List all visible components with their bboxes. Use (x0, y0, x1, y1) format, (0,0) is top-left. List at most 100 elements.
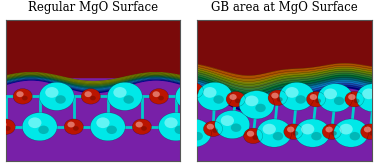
Text: GB area at MgO Surface: GB area at MgO Surface (211, 1, 358, 14)
Circle shape (55, 95, 66, 104)
Circle shape (356, 84, 378, 112)
Circle shape (203, 87, 217, 98)
Circle shape (187, 86, 195, 92)
Circle shape (90, 96, 96, 100)
Circle shape (207, 124, 214, 130)
Circle shape (295, 119, 330, 147)
Circle shape (235, 99, 241, 103)
Circle shape (364, 127, 371, 132)
Circle shape (277, 97, 283, 102)
Circle shape (273, 132, 283, 140)
Circle shape (158, 113, 194, 141)
Circle shape (81, 89, 101, 104)
Circle shape (132, 119, 152, 134)
Circle shape (203, 121, 223, 137)
Circle shape (296, 95, 306, 104)
Circle shape (149, 89, 169, 104)
Circle shape (141, 126, 147, 131)
Circle shape (64, 119, 84, 134)
Circle shape (96, 117, 110, 128)
Circle shape (315, 99, 321, 103)
Circle shape (307, 91, 326, 107)
Circle shape (13, 89, 32, 104)
Circle shape (197, 82, 232, 111)
Circle shape (22, 96, 28, 100)
Circle shape (192, 95, 202, 104)
Circle shape (38, 125, 49, 134)
Circle shape (0, 122, 7, 128)
Circle shape (271, 93, 279, 99)
Circle shape (193, 90, 199, 95)
Circle shape (0, 82, 6, 111)
Circle shape (175, 125, 185, 134)
Circle shape (243, 128, 263, 144)
Circle shape (325, 127, 333, 132)
Circle shape (28, 117, 42, 128)
Circle shape (255, 104, 266, 112)
Circle shape (279, 82, 314, 111)
Circle shape (284, 124, 303, 139)
Circle shape (175, 82, 211, 111)
Circle shape (22, 113, 57, 141)
Circle shape (331, 131, 337, 136)
Circle shape (107, 82, 143, 111)
Circle shape (253, 135, 258, 140)
Circle shape (181, 87, 195, 98)
Circle shape (226, 91, 245, 107)
Circle shape (350, 132, 360, 140)
Circle shape (293, 131, 298, 136)
Circle shape (184, 83, 203, 98)
Circle shape (318, 84, 353, 112)
Circle shape (164, 117, 178, 128)
Circle shape (5, 126, 11, 131)
Circle shape (153, 91, 160, 97)
Circle shape (245, 96, 259, 106)
Circle shape (45, 87, 59, 98)
Circle shape (310, 94, 317, 100)
Circle shape (84, 91, 92, 97)
Circle shape (354, 99, 359, 103)
Circle shape (177, 119, 211, 147)
Circle shape (0, 119, 15, 134)
Circle shape (229, 94, 237, 100)
Circle shape (372, 97, 378, 105)
Circle shape (324, 89, 337, 99)
Text: Regular MgO Surface: Regular MgO Surface (28, 1, 158, 14)
Circle shape (214, 95, 224, 104)
Circle shape (247, 131, 254, 137)
Bar (197, 20, 372, 81)
Circle shape (90, 113, 125, 141)
Circle shape (285, 87, 299, 98)
Circle shape (348, 94, 355, 100)
Circle shape (221, 115, 234, 126)
Circle shape (158, 96, 164, 100)
Circle shape (182, 124, 195, 134)
Circle shape (339, 124, 353, 134)
Circle shape (268, 90, 287, 106)
Circle shape (73, 126, 79, 131)
Circle shape (212, 128, 218, 133)
Circle shape (39, 82, 74, 111)
Circle shape (369, 131, 375, 136)
Circle shape (16, 91, 24, 97)
Circle shape (113, 87, 127, 98)
Circle shape (322, 124, 341, 139)
Circle shape (239, 91, 274, 119)
Circle shape (257, 119, 291, 147)
Circle shape (301, 124, 314, 134)
Circle shape (215, 111, 250, 139)
Circle shape (361, 124, 378, 139)
Circle shape (287, 127, 294, 132)
Circle shape (124, 95, 134, 104)
Bar (6, 20, 180, 77)
Circle shape (136, 122, 143, 128)
Circle shape (334, 97, 344, 105)
Circle shape (231, 123, 241, 132)
Circle shape (311, 132, 322, 140)
Circle shape (333, 119, 369, 147)
Circle shape (107, 125, 117, 134)
Circle shape (345, 91, 364, 107)
Circle shape (67, 122, 75, 128)
Circle shape (192, 132, 203, 140)
Circle shape (362, 89, 375, 99)
